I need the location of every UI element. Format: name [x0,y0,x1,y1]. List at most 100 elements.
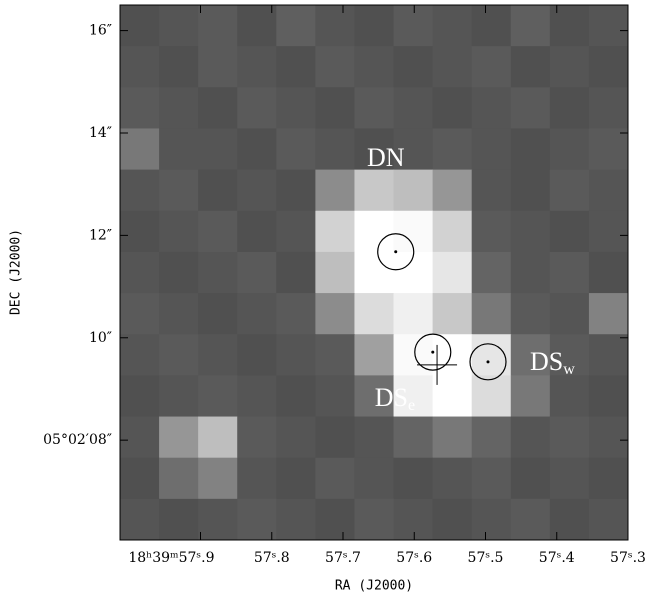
image-pixel [159,128,199,171]
image-pixel [549,457,590,500]
image-pixel [471,128,512,171]
image-pixel [237,210,277,253]
image-pixel [120,251,160,294]
image-pixel [393,251,434,294]
image-pixel [471,5,512,47]
image-pixel [393,5,434,47]
image-pixel [120,293,160,335]
image-pixel [471,457,512,500]
image-pixel [159,46,199,88]
image-pixel [510,375,551,418]
image-pixel [588,87,629,129]
image-pixel [315,375,355,418]
x-tick-label: 57ˢ.8 [254,550,290,566]
image-pixel [393,375,434,418]
source-name: DN [367,143,405,172]
image-pixel [237,334,277,376]
image-pixel [237,498,277,541]
source-label: DSw [530,347,575,378]
image-pixel [354,457,395,500]
image-pixel [237,5,277,47]
source-label: DSe [375,383,415,414]
image-pixel [432,210,473,253]
image-pixel [549,251,590,294]
image-pixel [588,416,629,459]
image-pixel [354,498,395,541]
image-pixel [432,293,473,335]
image-pixel [432,457,473,500]
image-pixel [471,375,512,418]
image-pixel [315,46,355,88]
image-pixel [471,498,512,541]
image-pixel [549,87,590,129]
image-pixel [354,416,395,459]
image-pixel [432,498,473,541]
image-pixel [354,334,395,376]
image-pixel [354,46,395,88]
image-pixel [510,46,551,88]
image-pixel [471,293,512,335]
image-pixel [198,128,238,171]
image-pixel [198,46,238,88]
image-pixel [354,210,395,253]
image-pixel [237,169,277,212]
image-pixel [510,87,551,129]
image-pixel [471,416,512,459]
image-pixel [237,375,277,418]
image-pixel [198,210,238,253]
image-pixel [198,293,238,335]
plot-frame [119,4,629,541]
image-pixel [159,498,199,541]
image-pixel [549,375,590,418]
image-pixel [159,457,199,500]
image-pixel [588,375,629,418]
image-pixel [354,128,395,171]
image-pixel [315,87,355,129]
image-pixel [432,375,473,418]
source-subscript: e [408,397,415,414]
image-pixel [393,46,434,88]
image-pixel [237,416,277,459]
image-pixel [510,128,551,171]
image-pixel [510,293,551,335]
image-pixel [276,87,316,129]
image-pixel [549,169,590,212]
image-pixel [549,5,590,47]
image-pixel [393,169,434,212]
image-pixel [237,46,277,88]
image-pixel [510,210,551,253]
image-pixel [549,334,590,376]
image-pixel [549,293,590,335]
x-tick-label: 57ˢ.7 [325,550,361,566]
image-pixel [315,210,355,253]
image-pixel [588,251,629,294]
image-pixel [354,375,395,418]
image-pixel [510,251,551,294]
y-tick-label: 16″ [89,23,112,39]
image-pixel [510,169,551,212]
image-pixel [510,416,551,459]
image-pixel [588,210,629,253]
x-tick-label: 57ˢ.6 [396,550,432,566]
x-tick-label: 57ˢ.3 [610,550,645,566]
source-dot [486,360,490,364]
image-pixel [471,210,512,253]
image-pixel [276,210,316,253]
image-pixel [198,5,238,47]
image-pixel [471,46,512,88]
image-pixel [120,128,160,171]
image-pixel [120,5,160,47]
image-pixel [315,5,355,47]
image-pixel [120,210,160,253]
image-pixel [432,169,473,212]
image-pixel [588,128,629,171]
image-pixel [120,334,160,376]
image-pixel [549,128,590,171]
image-pixel [276,128,316,171]
image-pixel [588,5,629,47]
image-pixel [237,87,277,129]
image-pixel [354,251,395,294]
image-pixel [315,457,355,500]
image-pixel [432,128,473,171]
